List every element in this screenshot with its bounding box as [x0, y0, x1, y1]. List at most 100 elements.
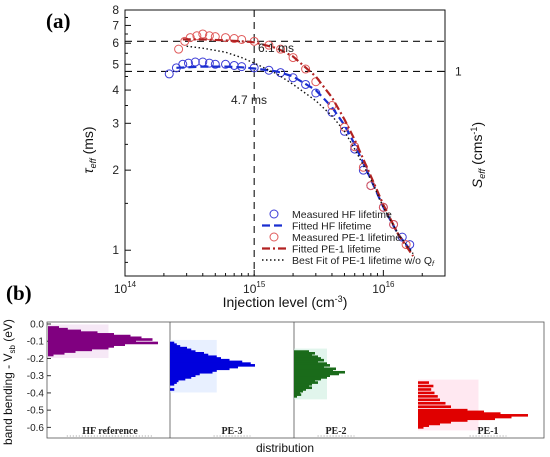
y-axis-label-right-close: ): [469, 122, 485, 127]
distribution-bar: [418, 422, 440, 426]
data-point: [301, 64, 311, 74]
data-point: [164, 69, 174, 79]
distribution-bar: [170, 345, 181, 348]
panel-b-tick-label: -0.1: [27, 337, 45, 348]
sample-label: PE-1: [477, 426, 498, 437]
distribution-bar: [294, 362, 327, 365]
panel-b-y-axis-label-sub: sb: [8, 345, 17, 354]
legend-item-label: Fitted HF lifetime: [292, 221, 372, 233]
legend-marker: [269, 209, 279, 219]
y-tick-label: 6: [112, 36, 119, 50]
distribution-bar: [294, 353, 312, 357]
annotation-4-7-ms: 4.7 ms: [231, 93, 267, 107]
y-axis-label-right-main: S: [469, 178, 485, 188]
panel-b-frame: [46, 321, 545, 439]
legend-item-label: Measured HF lifetime: [292, 209, 392, 221]
distribution-bar: [418, 426, 424, 429]
distribution-bar: [294, 391, 300, 395]
distribution-bar: [418, 412, 501, 415]
distribution-bar: [48, 350, 76, 353]
distribution-bar: [170, 343, 177, 346]
panel-b-tick-label: -0.4: [27, 388, 45, 399]
data-point: [221, 33, 231, 43]
distribution-bar: [170, 355, 217, 359]
distribution-bar: [170, 358, 230, 362]
distribution-bar: [294, 395, 297, 398]
legend-marker: [269, 232, 279, 242]
distribution-bar: [418, 408, 468, 412]
y-tick-label: 4: [112, 83, 119, 97]
data-point: [192, 31, 202, 41]
distribution-bar: [170, 388, 175, 391]
x-axis-ticks: 1014 1015 1016: [114, 270, 446, 296]
sample-label: HF reference: [82, 426, 138, 437]
panel-b-tick-label: 0.0: [30, 320, 44, 331]
data-point: [301, 79, 311, 89]
distribution-bar: [294, 350, 309, 353]
y-axis-label-left-unit: (ms): [80, 126, 96, 158]
distribution-bar: [294, 381, 318, 384]
distribution-bar: [418, 420, 451, 424]
y-axis-label-right: Seff (cms-1): [469, 122, 487, 188]
y-axis-label-left-main: τ: [80, 168, 96, 174]
distribution-bar: [170, 365, 238, 369]
data-point: [204, 58, 214, 68]
distribution-bar: [294, 386, 312, 390]
distribution-bar: [294, 383, 312, 386]
x-tick-label: 1014: [114, 280, 137, 296]
distribution-bar: [294, 364, 330, 367]
data-point: [204, 31, 214, 41]
distribution-bar: [294, 388, 306, 391]
panel-b-y-ticks: 0.0 -0.1 -0.2 -0.3 -0.4 -0.5 -0.6: [27, 320, 51, 434]
distribution-bar: [294, 355, 318, 359]
panel-b-label: (b): [6, 281, 32, 305]
y-tick-label: 5: [112, 57, 119, 71]
distribution-bar: [170, 350, 196, 353]
data-point: [288, 53, 298, 63]
panel-b-y-axis-label-main: band bending - V: [1, 354, 15, 445]
distribution-bar: [170, 353, 209, 357]
distribution-bar: [294, 367, 336, 371]
distribution-bar: [170, 372, 200, 376]
distribution-bar: [48, 346, 109, 350]
distribution-bar: [170, 357, 221, 360]
distribution-bar: [294, 369, 333, 372]
distribution-bar: [418, 388, 432, 391]
plot-frame: [124, 9, 446, 277]
distribution-bar: [48, 329, 81, 333]
distribution-bar: [294, 358, 324, 362]
series-layer: [164, 29, 415, 257]
distribution-bar: [48, 331, 98, 334]
distribution-bar: [48, 345, 114, 348]
panel-a-label: (a): [46, 9, 71, 33]
distribution-bar: [294, 360, 318, 364]
y-axis-ticks: 1 2 3 4 5 6 78: [112, 3, 445, 263]
x-axis-label-sup: -3: [335, 294, 343, 304]
y-tick-label: 1: [112, 243, 119, 257]
panel-b-tick-label: -0.6: [27, 423, 45, 434]
legend-item-label: Fitted PE-1 lifetime: [292, 244, 381, 256]
data-point: [237, 34, 247, 44]
distribution-bar: [170, 346, 187, 350]
series-line: [176, 65, 414, 255]
y-axis-label-left-sub: eff: [88, 157, 98, 169]
panel-b-tick-label: -0.3: [27, 371, 45, 382]
x-tick-label: 1015: [243, 280, 266, 296]
distribution-bar: [294, 351, 315, 355]
distribution-bar: [418, 391, 435, 395]
series-line: [186, 45, 414, 255]
distribution-bar: [418, 417, 495, 421]
series-line: [182, 38, 415, 257]
distribution-bar: [294, 379, 315, 383]
distribution-bar: [48, 327, 68, 331]
distribution-bar: [170, 370, 213, 374]
data-point: [185, 33, 195, 43]
data-point: [389, 219, 399, 229]
distribution-bar: [418, 405, 451, 409]
y-axis-label-right-sub: eff: [477, 167, 487, 179]
panel-b-tick-label: -0.5: [27, 406, 45, 417]
distribution-bar: [418, 419, 468, 422]
distribution-bar: [418, 415, 512, 419]
legend-item-label: Best Fit of PE-1 lifetime w/o Qf: [292, 255, 435, 268]
